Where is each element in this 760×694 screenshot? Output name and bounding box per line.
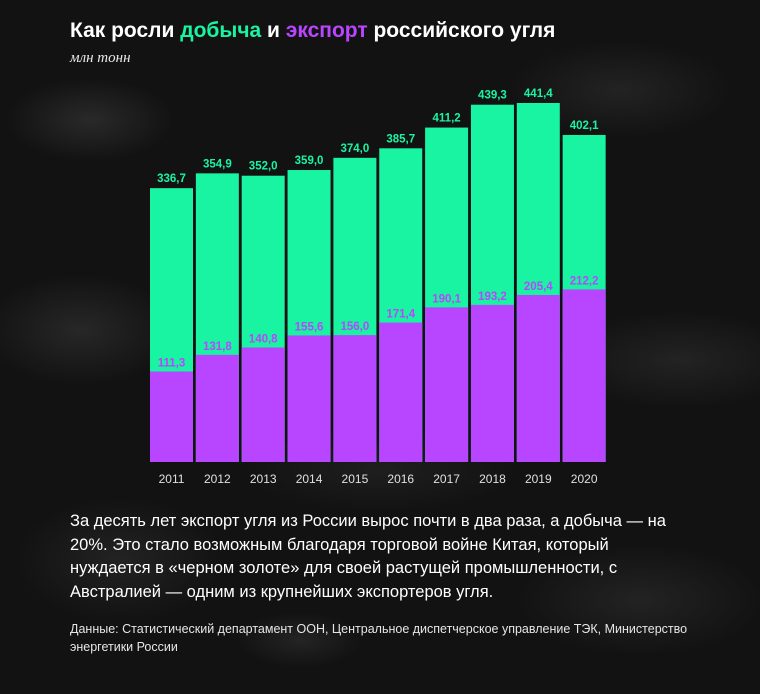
x-tick-label: 2014: [296, 472, 323, 486]
x-tick-label: 2011: [159, 472, 185, 486]
export-bar: [333, 335, 377, 462]
export-data-label: 212,2: [570, 275, 599, 287]
export-data-label: 140,8: [249, 333, 278, 345]
production-data-label: 374,0: [341, 143, 370, 155]
chart-title: Как росли добыча и экспорт российского у…: [70, 19, 555, 43]
export-bar: [287, 335, 331, 462]
export-bar: [562, 289, 606, 462]
production-data-label: 441,4: [524, 88, 553, 100]
title-export-word: экспорт: [285, 19, 368, 42]
production-data-label: 354,9: [203, 158, 232, 170]
production-data-label: 352,0: [249, 161, 278, 173]
x-tick-label: 2012: [204, 472, 231, 486]
production-data-label: 336,7: [157, 173, 186, 185]
x-tick-label: 2020: [571, 472, 598, 486]
title-production-word: добыча: [180, 19, 262, 42]
title-text-3: российского угля: [367, 19, 556, 42]
export-bar: [150, 371, 193, 462]
export-bar: [195, 354, 239, 462]
export-data-label: 156,0: [341, 321, 370, 333]
title-text-2: и: [261, 19, 286, 42]
export-data-label: 131,8: [203, 341, 232, 353]
unit-subtitle: млн тонн: [70, 50, 131, 66]
x-tick-label: 2018: [479, 472, 506, 486]
production-data-label: 359,0: [295, 155, 324, 167]
x-tick-label: 2017: [433, 472, 460, 486]
description-text: За десять лет экспорт угля из России выр…: [70, 512, 666, 601]
export-bar: [470, 304, 514, 462]
export-bar: [516, 294, 560, 462]
export-bar: [379, 322, 423, 462]
export-data-label: 155,6: [295, 321, 324, 333]
export-bar: [241, 347, 285, 462]
export-data-label: 193,2: [478, 291, 507, 303]
export-bar: [425, 307, 469, 462]
x-tick-label: 2015: [342, 472, 369, 486]
title-text-1: Как росли: [70, 19, 181, 42]
export-data-label: 205,4: [524, 281, 553, 293]
source-note: Данные: Статистический департамент ООН, …: [70, 622, 688, 654]
x-tick-label: 2019: [525, 472, 552, 486]
production-data-label: 385,7: [386, 133, 415, 145]
production-data-label: 411,2: [433, 113, 461, 125]
bar-chart: 336,7 111,3 2011 354,9 131,8 2012 352,0 140,8 20…: [150, 88, 606, 486]
x-tick-label: 2013: [250, 472, 277, 486]
export-data-label: 171,4: [386, 309, 415, 321]
export-data-label: 111,3: [158, 357, 186, 369]
export-data-label: 190,1: [432, 293, 461, 305]
x-tick-label: 2016: [387, 472, 414, 486]
production-data-label: 402,1: [570, 120, 599, 132]
production-data-label: 439,3: [478, 90, 507, 102]
